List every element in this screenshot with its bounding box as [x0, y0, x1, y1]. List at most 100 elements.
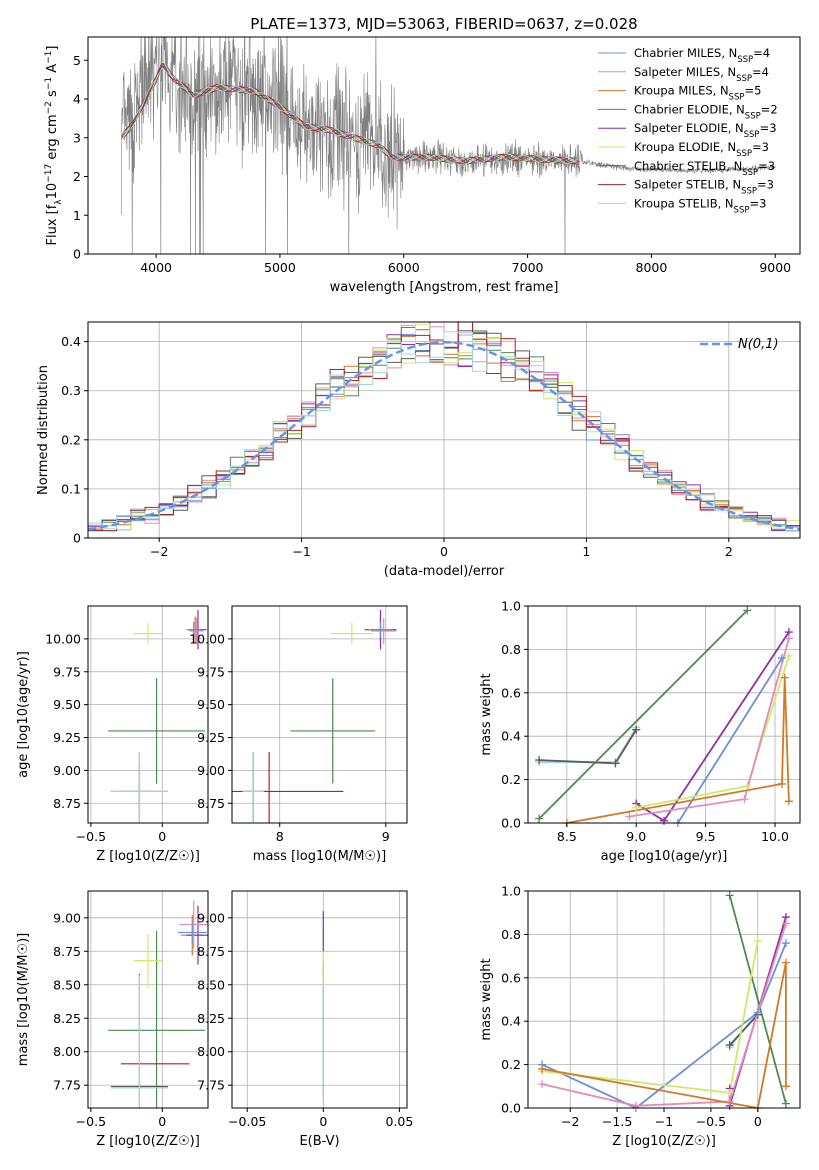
legend-label-value: =3 [760, 121, 777, 135]
errorbar-point [186, 905, 208, 965]
y-tick-label: 0.6 [501, 685, 521, 700]
axes-frame [231, 605, 408, 824]
weight-point-marker [535, 756, 544, 765]
y-tick-label: 8.75 [197, 796, 225, 811]
panels: Flux [fλ10−17 erg cm−2 s−1 A−1]4000 5000 6… [16, 36, 801, 1149]
y-tick-label: 0.2 [61, 432, 81, 447]
legend-entry-label: Kroupa MILES, NSSP=5 [634, 84, 761, 103]
errorbar-point [178, 921, 207, 944]
x-tick-label: 0.05 [385, 1114, 413, 1129]
y-tick-label: 9.75 [53, 664, 81, 679]
y-axis-label-part: ] [45, 46, 60, 51]
y-tick-label: 8.00 [197, 1044, 225, 1059]
y-axis-label: mass [log10(M/M☉)] [16, 933, 31, 1066]
legend-label-text: Salpeter STELIB, N [634, 178, 741, 192]
legend-entry-label: Kroupa STELIB, NSSP=3 [634, 196, 766, 215]
x-tick-label: 6000 [388, 260, 420, 275]
y-axis-label-part: −2 [44, 101, 54, 114]
weight-point-marker [625, 812, 634, 821]
x-tick-label: −0.5 [76, 1114, 106, 1129]
weight-point-marker [753, 936, 762, 945]
y-tick-label: 0.4 [501, 1014, 521, 1029]
panel-weight_vs_Z: −2 −1.5 −1 −0.5 0 0.0 0.2 0.4 0.6 0.8 1.0 Z [log10(… [479, 884, 801, 1149]
y-axis-label-part: 10 [45, 183, 60, 200]
y-tick-label: 10.00 [45, 631, 81, 646]
weight-point-marker [781, 1099, 790, 1108]
weight-point-marker [611, 759, 620, 768]
x-tick-label: 0 [440, 544, 448, 559]
y-tick-label: 9.25 [197, 730, 225, 745]
legend-label-text: Salpeter ELODIE, N [634, 121, 744, 135]
plot-area-spectrum [121, 37, 776, 254]
legend-label-sub: SSP [736, 149, 752, 159]
y-tick-label: 0.3 [61, 383, 81, 398]
y-tick-label: 1.0 [501, 884, 521, 899]
y-axis-label-part: −17 [44, 164, 54, 183]
legend-label-text: Chabrier ELODIE, N [634, 102, 745, 116]
residual-histogram-8 [88, 331, 800, 532]
legend-label-value: =4 [752, 65, 769, 79]
weight-point-marker [781, 958, 790, 967]
weight-line [677, 657, 783, 823]
x-tick-label: 10.0 [761, 829, 789, 844]
plot-area-age_vs_mass [232, 609, 397, 823]
errorbar-point [133, 623, 163, 645]
errorbar-point [189, 617, 204, 645]
weight-point-marker [725, 1097, 734, 1106]
errorbar-point [108, 678, 206, 784]
weight-line [539, 727, 637, 764]
x-axis-label: mass [log10(M/M☉)] [253, 849, 386, 864]
y-tick-label: 0.0 [501, 816, 521, 831]
weight-point-marker [781, 1082, 790, 1091]
legend-label-text: Kroupa MILES, N [634, 84, 729, 98]
y-tick-label: 8.75 [53, 944, 81, 959]
weight-line [566, 677, 790, 823]
legend-label-sub: SSP [742, 168, 758, 178]
y-axis-label-part: Flux [f [45, 204, 60, 245]
weight-point-marker [740, 795, 749, 804]
x-tick-label: 4000 [140, 260, 172, 275]
legend-label-text: Chabrier MILES, N [634, 46, 737, 60]
x-tick-label: 2 [725, 544, 733, 559]
weight-point-marker [725, 1041, 734, 1050]
y-tick-label: 9.00 [197, 910, 225, 925]
x-tick-label: 9000 [759, 260, 791, 275]
y-tick-label: 0.8 [501, 642, 521, 657]
legend-label-text: Chabrier STELIB, N [634, 159, 742, 173]
model-spectrum-line-8 [121, 67, 580, 165]
y-axis-label: mass weight [479, 673, 494, 755]
observed-spectrum-line [121, 37, 776, 254]
x-axis-label: Z [log10(Z/Z☉)] [96, 849, 200, 864]
x-tick-label: −2 [561, 1114, 579, 1129]
x-tick-label: −0.5 [696, 1114, 726, 1129]
weight-point-marker [753, 1008, 762, 1017]
y-axis-label: Normed distribution [36, 365, 51, 495]
panel-age_vs_mass: 8 9 8.75 9.00 9.25 9.50 9.75 10.00 mass [log10(M… [189, 605, 408, 864]
weight-point-marker [777, 779, 786, 788]
y-tick-label: 3 [73, 130, 81, 145]
weight-point-marker [743, 782, 752, 791]
plot-area-age_vs_Z [108, 609, 207, 823]
x-tick-label: −1 [655, 1114, 673, 1129]
normal-reference-curve [88, 340, 800, 531]
y-axis-label-part: erg cm [45, 114, 60, 163]
y-axis-label: age [log10(age/yr)] [16, 651, 31, 778]
y-tick-label: 0.1 [61, 481, 81, 496]
errorbar-point [108, 931, 206, 1108]
plot-area-mass_vs_Z [108, 900, 208, 1108]
weight-point-marker [725, 1088, 734, 1097]
y-tick-label: 7.75 [53, 1078, 81, 1093]
y-tick-label: 9.50 [53, 697, 81, 712]
weight-point-marker [781, 939, 790, 948]
y-axis-label-part: −1 [44, 51, 54, 64]
y-tick-label: 9.00 [53, 910, 81, 925]
errorbar-point [370, 617, 397, 645]
legend-entry-label: Salpeter ELODIE, NSSP=3 [634, 121, 777, 140]
axes-frame [87, 36, 801, 255]
y-tick-label: 0 [73, 531, 81, 546]
figure-title: PLATE=1373, MJD=53063, FIBERID=0637, z=0… [250, 15, 637, 33]
errorbar-point [232, 751, 344, 823]
errorbar-point [290, 678, 376, 784]
legend-label-text: Kroupa ELODIE, N [634, 140, 736, 154]
